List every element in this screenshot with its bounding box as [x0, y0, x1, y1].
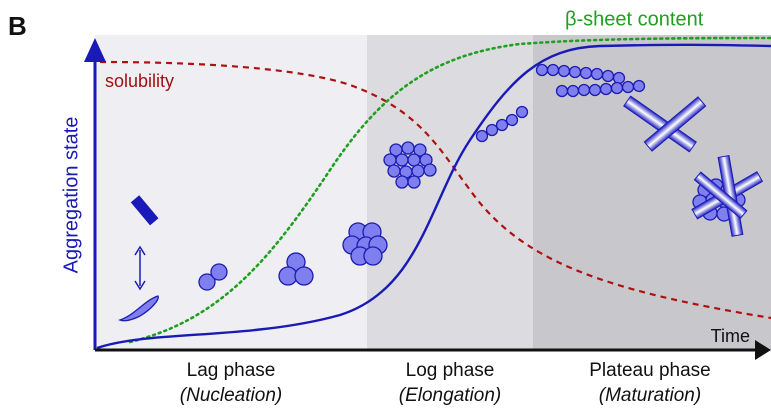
- phase-name: Lag phase: [187, 360, 276, 381]
- beta-sheet-label: β-sheet content: [565, 8, 704, 30]
- diagram: B β-sheet content solubility Aggregation…: [0, 0, 771, 409]
- panel-label: B: [8, 11, 27, 41]
- phase-name: Log phase: [406, 360, 495, 381]
- x-axis-label: Time: [711, 326, 750, 346]
- y-axis-label: Aggregation state: [60, 117, 82, 274]
- page: {"panel_label": "B", "y_axis_label": "Ag…: [0, 0, 771, 409]
- phase-subtitle: (Elongation): [399, 385, 501, 406]
- phase-subtitle: (Nucleation): [180, 385, 282, 406]
- phase-subtitle: (Maturation): [599, 385, 701, 406]
- phase-name: Plateau phase: [589, 360, 711, 381]
- log-region: [367, 35, 533, 350]
- solubility-label: solubility: [105, 71, 174, 91]
